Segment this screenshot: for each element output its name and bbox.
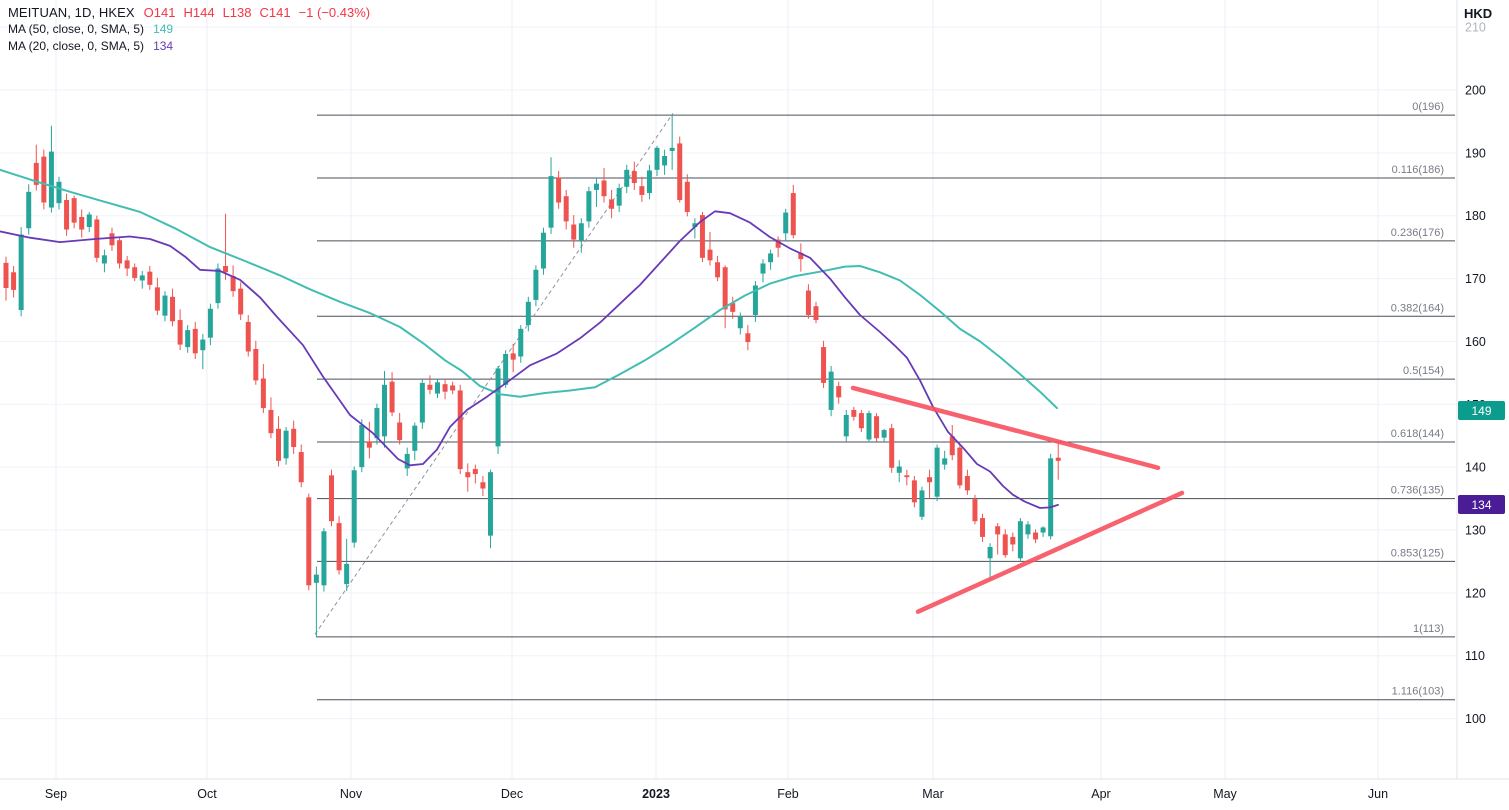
fib-level-label: 0.618(144) <box>1391 428 1444 440</box>
time-tick-label: Sep <box>45 787 67 801</box>
fib-level-label: 0.236(176) <box>1391 227 1444 239</box>
ma20-price-badge: 134 <box>1458 495 1505 515</box>
fib-level-label: 0.382(164) <box>1391 302 1444 314</box>
fib-level-label: 0.116(186) <box>1392 164 1444 176</box>
time-tick-label: Dec <box>501 787 523 801</box>
symbol-title: MEITUAN, 1D, HKEX <box>8 5 135 20</box>
candlestick-series <box>3 115 1061 638</box>
time-tick-label: Apr <box>1091 787 1110 801</box>
symbol-legend-row[interactable]: MEITUAN, 1D, HKEX O141 H144 L138 C141 −1 (−0… <box>8 5 370 21</box>
ohlc-values: O141 H144 L138 C141 −1 (−0.43%) <box>144 5 370 20</box>
ma50-line[interactable] <box>0 168 1058 410</box>
fib-retracement-lines: 0(196) 0.116(186) 0.236(176) 0.382(164) 0.5(… <box>317 101 1455 701</box>
price-tick-label: 190 <box>1465 146 1486 160</box>
price-tick-label: 200 <box>1465 84 1486 98</box>
price-tick-label: 100 <box>1465 712 1486 726</box>
time-axis-labels[interactable]: Sep Oct Nov Dec 2023 Feb Mar Apr May Jun <box>45 787 1388 801</box>
fib-level-label: 0.853(125) <box>1391 547 1444 559</box>
time-gridlines <box>55 0 1379 779</box>
ohlc-value: −1 (−0.43%) <box>298 5 371 20</box>
ohlc-value: L138 <box>222 5 252 20</box>
price-tick-label: 110 <box>1465 649 1485 663</box>
price-tick-label: 160 <box>1465 335 1486 349</box>
price-tick-label-muted: 210 <box>1465 21 1486 35</box>
wedge-trendlines[interactable] <box>850 385 1185 614</box>
price-tick-label: 140 <box>1465 461 1486 475</box>
ma20-legend-row[interactable]: MA (20, close, 0, SMA, 5) 134 <box>8 39 370 55</box>
price-tick-label: 120 <box>1465 586 1486 600</box>
ma50-value: 149 <box>153 22 174 36</box>
fib-level-label: 1.116(103) <box>1392 686 1444 698</box>
time-tick-label: Feb <box>777 787 799 801</box>
time-tick-label: May <box>1213 787 1237 801</box>
ma20-label: MA (20, close, 0, SMA, 5) <box>8 39 145 53</box>
time-tick-label: Nov <box>340 787 363 801</box>
ma50-price-badge: 149 <box>1458 401 1505 421</box>
price-tick-label: 130 <box>1465 523 1486 537</box>
fib-level-label: 1(113) <box>1413 623 1444 635</box>
price-tick-label: 170 <box>1465 272 1486 286</box>
price-gridlines <box>0 26 1457 720</box>
time-tick-label: 2023 <box>642 787 670 801</box>
time-tick-label: Oct <box>197 787 217 801</box>
ohlc-value: C141 <box>259 5 291 20</box>
fib-level-label: 0.736(135) <box>1391 485 1444 497</box>
ma20-value: 134 <box>153 39 174 53</box>
ma20-line[interactable] <box>0 210 1059 509</box>
ma50-label: MA (50, close, 0, SMA, 5) <box>8 22 145 36</box>
chart-legend: MEITUAN, 1D, HKEX O141 H144 L138 C141 −1 (−0… <box>8 5 370 56</box>
ohlc-value: H144 <box>183 5 215 20</box>
ohlc-value: O141 <box>143 5 176 20</box>
fib-level-label: 0.5(154) <box>1403 365 1444 377</box>
time-tick-label: Mar <box>922 787 944 801</box>
currency-label: HKD <box>1464 6 1493 21</box>
price-axis-labels[interactable]: 100110120130140150160170180190200210 <box>1465 21 1486 726</box>
price-tick-label: 180 <box>1465 209 1486 223</box>
fib-level-label: 0(196) <box>1412 101 1444 113</box>
ma50-legend-row[interactable]: MA (50, close, 0, SMA, 5) 149 <box>8 22 370 38</box>
time-tick-label: Jun <box>1368 787 1388 801</box>
